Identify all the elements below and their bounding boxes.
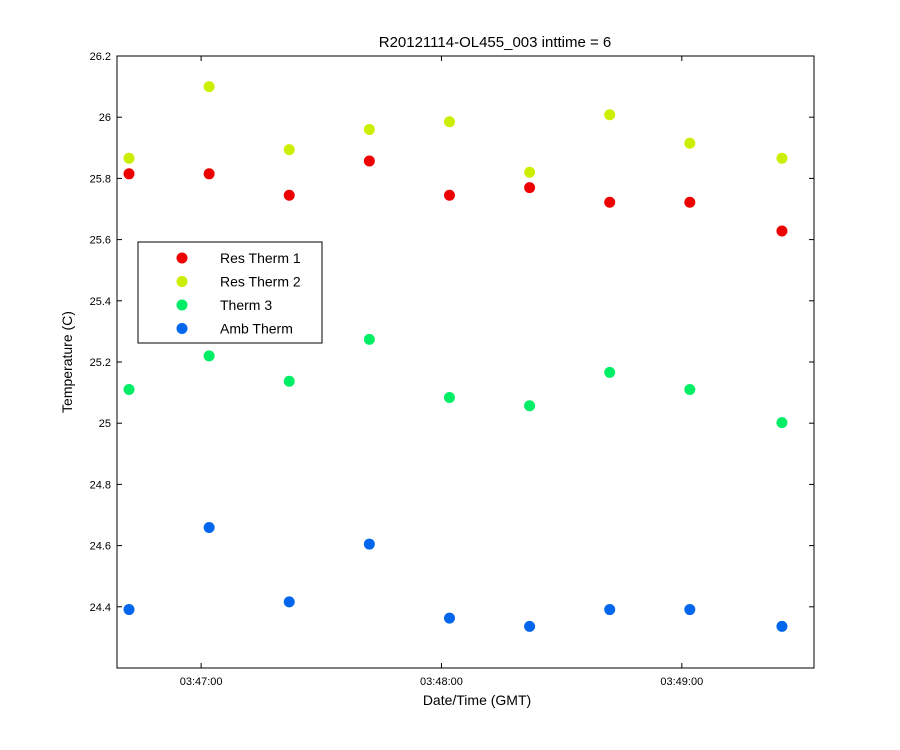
y-tick-label: 25.6	[90, 235, 111, 247]
data-point	[443, 189, 455, 201]
data-point	[524, 400, 536, 412]
legend-label: Therm 3	[220, 297, 272, 313]
data-point	[604, 109, 616, 121]
data-point	[363, 123, 375, 135]
x-axis-title: Date/Time (GMT)	[423, 692, 531, 708]
data-point	[776, 417, 788, 429]
data-point	[283, 144, 295, 156]
x-axis: 03:47:00 03:48:00 03:49:00	[180, 56, 703, 688]
x-tick-label: 03:47:00	[180, 676, 223, 688]
data-point	[684, 384, 696, 396]
data-point	[604, 604, 616, 616]
data-point	[363, 333, 375, 345]
data-point	[123, 168, 135, 180]
y-tick-label: 25.8	[90, 173, 111, 185]
data-point	[776, 620, 788, 632]
plot-area	[116, 55, 815, 669]
y-tick-label: 26.2	[90, 51, 111, 63]
data-point	[363, 538, 375, 550]
legend-label: Amb Therm	[220, 321, 293, 337]
legend-label: Res Therm 2	[220, 274, 301, 290]
series-res-therm-2	[123, 81, 788, 178]
data-point	[363, 155, 375, 167]
legend-box	[137, 241, 323, 344]
data-point	[776, 152, 788, 164]
data-point	[203, 81, 215, 93]
data-point	[123, 384, 135, 396]
legend-marker	[176, 299, 188, 311]
x-tick-label: 03:49:00	[660, 676, 703, 688]
data-point	[684, 137, 696, 149]
data-point	[443, 391, 455, 403]
y-axis: 24.4 24.6 24.8 25 25.2 25.4 25.6 25.8 26 26.2	[90, 51, 814, 614]
legend: Res Therm 1 Res Therm 2 Therm 3 Amb Therm	[137, 241, 323, 344]
y-tick-label: 24.4	[90, 602, 111, 614]
y-axis-title: Temperature (C)	[59, 311, 75, 413]
y-tick-label: 26	[99, 112, 111, 124]
data-point	[524, 620, 536, 632]
legend-marker	[176, 252, 188, 264]
y-tick-label: 25.4	[90, 296, 111, 308]
chart-title: R20121114-OL455_003 inttime = 6	[379, 34, 612, 51]
x-tick-label: 03:48:00	[420, 676, 463, 688]
series-res-therm-1	[123, 155, 788, 237]
data-point	[203, 522, 215, 534]
data-point	[123, 604, 135, 616]
y-tick-label: 25.2	[90, 357, 111, 369]
data-point	[203, 350, 215, 362]
data-point	[203, 168, 215, 180]
legend-marker	[176, 276, 188, 287]
y-tick-label: 25	[99, 418, 111, 430]
data-series	[123, 81, 788, 632]
y-tick-label: 24.8	[90, 479, 111, 491]
data-point	[604, 366, 616, 378]
series-amb-therm	[123, 522, 788, 632]
legend-marker	[176, 323, 188, 334]
data-point	[684, 196, 696, 208]
data-point	[604, 196, 616, 208]
data-point	[524, 182, 536, 194]
data-point	[443, 116, 455, 128]
data-point	[123, 152, 135, 164]
series-therm-3	[123, 333, 788, 429]
data-point	[524, 166, 536, 178]
data-point	[283, 596, 295, 608]
data-point	[283, 375, 295, 387]
data-point	[776, 225, 788, 237]
y-tick-label: 24.6	[90, 541, 111, 553]
data-point	[443, 612, 455, 624]
data-point	[283, 189, 295, 201]
legend-label: Res Therm 1	[220, 250, 301, 266]
data-point	[684, 604, 696, 616]
